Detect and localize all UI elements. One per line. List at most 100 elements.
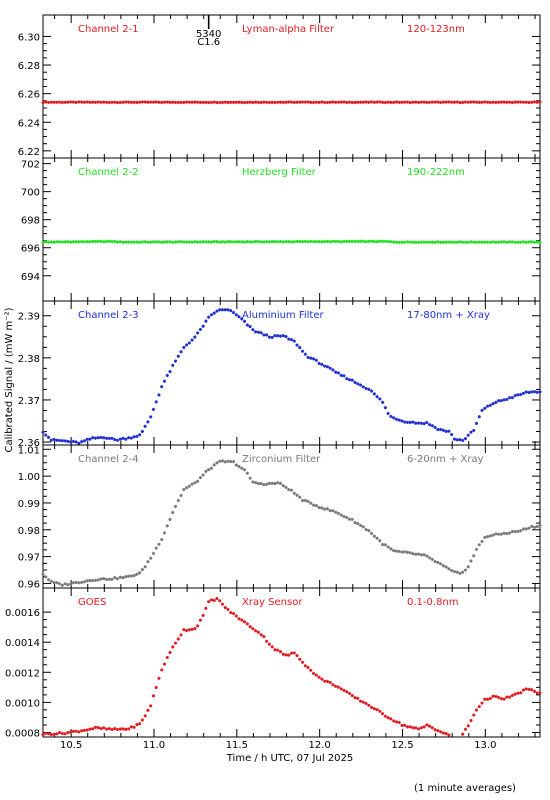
data-point <box>289 100 294 104</box>
data-point <box>488 100 492 105</box>
data-point <box>444 100 448 104</box>
panel-frame <box>42 587 541 738</box>
data-point <box>323 240 327 244</box>
data-point <box>284 653 288 657</box>
data-point <box>510 396 514 400</box>
data-point <box>187 240 191 244</box>
data-point <box>80 440 84 444</box>
data-point <box>411 100 415 104</box>
data-point <box>372 239 376 244</box>
data-point <box>499 100 503 104</box>
data-point <box>339 513 343 517</box>
data-point <box>190 627 194 632</box>
data-point <box>259 482 263 486</box>
data-point <box>212 463 216 467</box>
x-axis: 10.5 11.0 11.5 12.0 12.5 13.0 <box>60 740 496 751</box>
data-point <box>204 100 208 105</box>
data-point <box>345 100 349 104</box>
data-point <box>132 725 136 729</box>
data-point <box>436 428 440 432</box>
data-point <box>342 374 346 378</box>
data-point <box>245 240 249 244</box>
panel-channel-label: Channel 2-2 <box>78 167 139 178</box>
data-point <box>245 471 249 475</box>
data-point <box>284 100 288 104</box>
data-point <box>207 468 211 472</box>
data-point <box>369 100 374 104</box>
data-point <box>494 694 498 699</box>
data-point <box>485 535 490 539</box>
data-point <box>138 100 142 104</box>
y-tick-label: 700 <box>21 188 40 199</box>
data-point <box>107 239 111 243</box>
data-point <box>414 240 418 244</box>
data-point <box>135 572 139 576</box>
data-point <box>397 720 401 725</box>
data-point <box>254 239 258 244</box>
data-point <box>207 600 211 604</box>
data-point <box>218 308 222 312</box>
data-point <box>41 572 45 577</box>
data-point <box>289 240 294 244</box>
data-point <box>218 100 222 105</box>
data-point <box>198 475 202 480</box>
data-point <box>463 568 468 572</box>
data-point <box>483 535 487 540</box>
data-point <box>196 479 200 483</box>
data-point <box>419 421 423 425</box>
y-tick-label: 0.0016 <box>5 608 40 619</box>
data-point <box>248 625 252 629</box>
x-tick-label: 11.0 <box>143 740 165 751</box>
data-point <box>488 240 492 244</box>
data-point <box>422 422 426 426</box>
data-point <box>383 239 387 243</box>
data-point <box>358 523 363 528</box>
data-point <box>441 240 445 244</box>
data-point <box>143 424 147 428</box>
data-point <box>430 240 434 244</box>
data-point <box>309 356 313 360</box>
data-point <box>198 100 202 104</box>
data-point <box>242 100 247 105</box>
data-point <box>295 653 299 658</box>
data-point <box>149 100 153 104</box>
data-point <box>254 629 258 633</box>
series-points <box>41 308 542 445</box>
data-point <box>524 390 528 394</box>
data-point <box>245 622 249 626</box>
data-point <box>82 100 87 104</box>
data-point <box>113 726 117 731</box>
data-point <box>91 578 95 583</box>
data-point <box>292 651 296 655</box>
panel-channel-label: Channel 2-3 <box>78 310 139 321</box>
data-point <box>71 240 75 244</box>
data-point <box>323 100 327 105</box>
data-point <box>455 570 459 574</box>
data-point <box>226 308 230 312</box>
data-point <box>532 100 537 104</box>
data-point <box>361 525 365 529</box>
y-tick-label: 0.98 <box>18 526 40 537</box>
data-point <box>57 100 62 104</box>
data-point <box>394 240 399 244</box>
data-point <box>77 240 81 244</box>
data-point <box>146 100 150 104</box>
data-point <box>474 240 479 244</box>
data-point <box>115 727 120 732</box>
data-point <box>378 239 382 243</box>
data-point <box>41 732 45 737</box>
data-point <box>513 100 517 104</box>
data-point <box>173 240 178 244</box>
data-point <box>298 657 302 661</box>
data-point <box>519 392 523 397</box>
data-point <box>496 240 501 244</box>
data-point <box>538 240 542 244</box>
data-point <box>66 730 70 735</box>
data-point <box>364 240 368 244</box>
data-point <box>538 390 542 394</box>
data-point <box>325 100 329 105</box>
data-point <box>49 579 53 584</box>
data-point <box>245 100 249 105</box>
data-point <box>140 567 144 572</box>
data-point <box>474 421 479 425</box>
